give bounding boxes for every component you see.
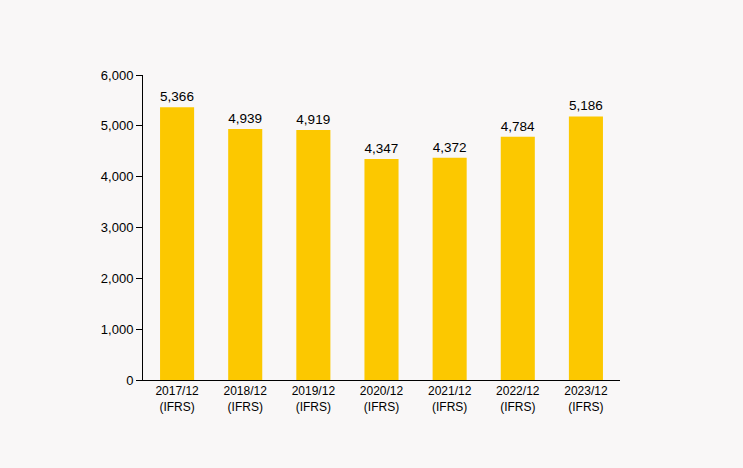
svg-text:0: 0 <box>126 373 133 388</box>
svg-text:4,000: 4,000 <box>101 169 134 184</box>
svg-text:2020/12(IFRS): 2020/12(IFRS) <box>360 384 404 414</box>
svg-text:6,000: 6,000 <box>101 68 134 83</box>
svg-text:5,366: 5,366 <box>160 89 194 104</box>
svg-text:2019/12(IFRS): 2019/12(IFRS) <box>292 384 336 414</box>
svg-text:4,939: 4,939 <box>228 111 262 126</box>
svg-text:4,919: 4,919 <box>296 112 330 127</box>
svg-text:2017/12(IFRS): 2017/12(IFRS) <box>155 384 199 414</box>
svg-text:5,000: 5,000 <box>101 118 134 133</box>
svg-text:2023/12(IFRS): 2023/12(IFRS) <box>564 384 608 414</box>
svg-text:4,372: 4,372 <box>433 140 467 155</box>
svg-text:3,000: 3,000 <box>101 220 134 235</box>
svg-text:5,186: 5,186 <box>569 98 603 113</box>
svg-text:2022/12(IFRS): 2022/12(IFRS) <box>496 384 540 414</box>
svg-text:4,784: 4,784 <box>501 119 535 134</box>
svg-text:2018/12(IFRS): 2018/12(IFRS) <box>224 384 268 414</box>
svg-text:2,000: 2,000 <box>101 271 134 286</box>
svg-text:2021/12(IFRS): 2021/12(IFRS) <box>428 384 472 414</box>
svg-text:1,000: 1,000 <box>101 322 134 337</box>
svg-text:4,347: 4,347 <box>364 141 398 156</box>
